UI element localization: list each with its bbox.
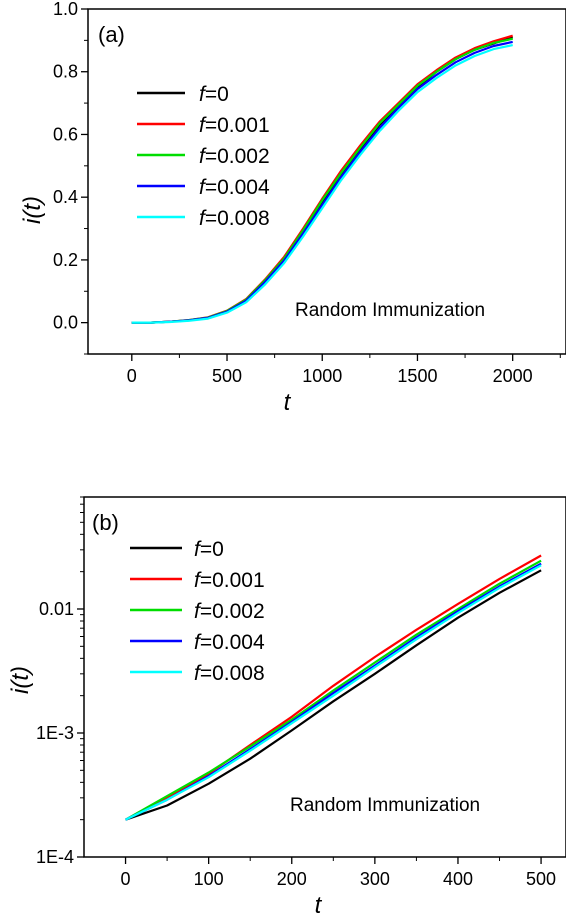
x-tick-label: 1500 bbox=[397, 366, 437, 386]
panel-a: (a) Random Immunization t i(t) 0 500 1000 1… bbox=[19, 0, 566, 416]
series-line-a-1 bbox=[131, 34, 514, 324]
plot-frame-a bbox=[87, 8, 566, 355]
x-axis-label-b: t bbox=[315, 892, 323, 919]
series-lines-a bbox=[131, 34, 514, 324]
series-line-b-4 bbox=[125, 564, 542, 821]
x-tick-label: 200 bbox=[277, 869, 307, 889]
x-tick-label: 400 bbox=[443, 869, 473, 889]
panel-label-b: (b) bbox=[92, 510, 119, 535]
legend-label: f=0.008 bbox=[199, 207, 270, 230]
legend-label: f=0.008 bbox=[194, 662, 265, 685]
panel-label-a: (a) bbox=[98, 22, 125, 47]
y-tick-label: 1E-4 bbox=[36, 847, 74, 867]
series-lines-b bbox=[125, 554, 542, 821]
y-ticks-b: 1E-4 1E-3 0.01 bbox=[36, 496, 84, 867]
series-line-b-2 bbox=[125, 559, 542, 821]
legend-label: f=0.004 bbox=[199, 176, 270, 199]
legend-label: f=0.002 bbox=[199, 145, 270, 168]
legend-label: f=0 bbox=[194, 538, 224, 561]
legend-a: f=0 f=0.001 f=0.002 f=0.004 f=0.008 bbox=[137, 83, 270, 230]
y-axis-label-a: i(t) bbox=[19, 196, 46, 224]
x-axis-label-a: t bbox=[284, 389, 292, 416]
legend-b: f=0 f=0.001 f=0.002 f=0.004 f=0.008 bbox=[130, 538, 265, 685]
x-tick-label: 0 bbox=[127, 366, 137, 386]
legend-label: f=0.001 bbox=[194, 569, 265, 592]
annotation-b: Random Immunization bbox=[290, 795, 480, 816]
y-tick-label: 0.8 bbox=[53, 62, 78, 82]
series-line-a-4 bbox=[131, 44, 513, 324]
legend-label: f=0.001 bbox=[199, 114, 270, 137]
legend-label: f=0 bbox=[199, 83, 229, 106]
x-tick-label: 500 bbox=[212, 366, 242, 386]
plot-frame-b bbox=[83, 496, 566, 858]
x-tick-label: 2000 bbox=[493, 366, 533, 386]
series-line-b-3 bbox=[125, 562, 542, 821]
x-tick-label: 500 bbox=[526, 869, 556, 889]
x-tick-label: 100 bbox=[194, 869, 224, 889]
panel-b: (b) Random Immunization t i(t) 0 100 200 30… bbox=[7, 496, 566, 919]
legend-label: f=0.002 bbox=[194, 600, 265, 623]
y-tick-label: 0.0 bbox=[53, 313, 78, 333]
y-tick-label: 0.6 bbox=[53, 124, 78, 144]
series-line-a-2 bbox=[131, 37, 513, 324]
y-tick-label: 0.4 bbox=[53, 187, 78, 207]
x-ticks-a: 0 500 1000 1500 2000 bbox=[127, 354, 561, 386]
x-ticks-b: 0 100 200 300 400 500 bbox=[121, 857, 556, 889]
series-line-a-3 bbox=[131, 40, 513, 324]
series-line-a-0 bbox=[131, 36, 514, 324]
y-tick-label: 1E-3 bbox=[36, 723, 74, 743]
legend-label: f=0.004 bbox=[194, 631, 265, 654]
x-tick-label: 1000 bbox=[302, 366, 342, 386]
y-axis-label-b: i(t) bbox=[7, 666, 34, 694]
series-line-b-1 bbox=[125, 554, 542, 821]
y-tick-label: 0.01 bbox=[39, 599, 74, 619]
y-tick-label: 1.0 bbox=[53, 0, 78, 19]
series-line-b-0 bbox=[125, 569, 542, 821]
y-tick-label: 0.2 bbox=[53, 250, 78, 270]
x-tick-label: 300 bbox=[360, 869, 390, 889]
y-ticks-a: 0.0 0.2 0.4 0.6 0.8 1.0 bbox=[53, 0, 88, 355]
x-tick-label: 0 bbox=[121, 869, 131, 889]
annotation-a: Random Immunization bbox=[295, 300, 485, 321]
